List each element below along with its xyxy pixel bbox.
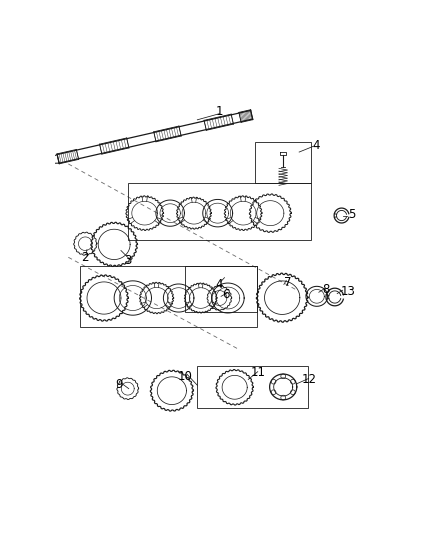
Text: 1: 1: [215, 105, 223, 118]
Text: 11: 11: [251, 366, 266, 379]
Text: 5: 5: [348, 208, 356, 221]
Text: 2: 2: [81, 251, 89, 264]
Text: 4: 4: [215, 278, 223, 291]
Text: 4: 4: [312, 139, 320, 152]
Text: 10: 10: [178, 369, 193, 383]
Text: 7: 7: [283, 276, 291, 289]
Text: 8: 8: [323, 283, 330, 296]
Text: 13: 13: [341, 285, 356, 298]
Text: 6: 6: [223, 288, 230, 301]
Text: 3: 3: [124, 254, 131, 267]
Text: 12: 12: [302, 373, 317, 386]
Text: 9: 9: [116, 378, 123, 391]
